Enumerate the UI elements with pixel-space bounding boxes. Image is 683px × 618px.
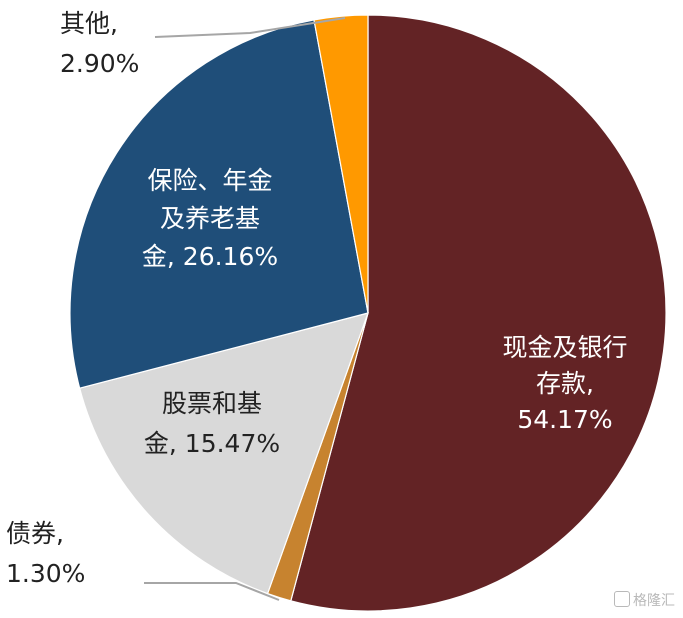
pie-slice-4 bbox=[69, 19, 369, 389]
slice-label-4: 保险、年金及养老基金, 26.16% bbox=[142, 166, 278, 271]
leader-line-2 bbox=[144, 582, 280, 601]
slice-label-line: 2.90% bbox=[60, 49, 139, 78]
slice-label-5: 其他, 2.90% bbox=[60, 9, 139, 78]
slice-label-line: 其他, bbox=[60, 9, 118, 38]
watermark-logo-icon bbox=[614, 591, 630, 607]
pie-slices bbox=[69, 14, 667, 612]
slice-label-line: 金, 26.16% bbox=[142, 242, 278, 271]
slice-labels: 现金及银行存款, 54.17% 债券, 1.30% 股票和基金, 15.47% 保险、年金… bbox=[6, 9, 628, 588]
slice-label-line: 现金及银行 bbox=[502, 333, 627, 362]
leader-lines bbox=[144, 17, 346, 601]
pie-slice-1 bbox=[290, 14, 667, 612]
slice-label-1: 现金及银行存款, 54.17% bbox=[502, 333, 627, 434]
watermark: 格隆汇 bbox=[614, 590, 675, 610]
slice-label-line: 1.30% bbox=[6, 559, 85, 588]
slice-label-line: 金, 15.47% bbox=[144, 429, 280, 458]
slice-label-line: 54.17% bbox=[517, 405, 612, 434]
pie-slice-3 bbox=[78, 312, 369, 595]
watermark-text: 格隆汇 bbox=[633, 593, 675, 609]
slice-label-line: 股票和基 bbox=[162, 389, 262, 418]
pie-slice-5 bbox=[313, 14, 369, 314]
slice-label-line: 债券, bbox=[6, 519, 64, 548]
slice-label-2: 债券, 1.30% bbox=[6, 519, 85, 588]
leader-line-5 bbox=[154, 17, 346, 38]
slice-label-3: 股票和基金, 15.47% bbox=[144, 389, 280, 458]
slice-label-line: 保险、年金 bbox=[147, 166, 272, 195]
slice-label-line: 存款, bbox=[536, 369, 594, 398]
slice-label-line: 及养老基 bbox=[160, 204, 260, 233]
